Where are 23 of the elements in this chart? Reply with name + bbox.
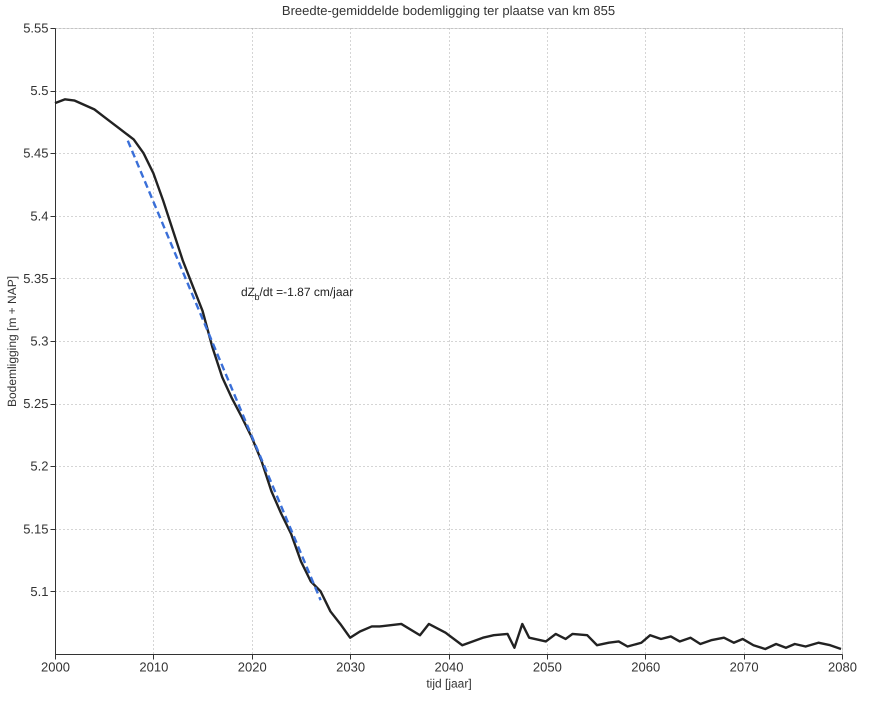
y-tick-label: 5.15 xyxy=(23,521,48,536)
y-tick-label: 5.55 xyxy=(23,20,48,36)
y-tick-label: 5.25 xyxy=(23,396,48,412)
x-tick-label: 2030 xyxy=(336,660,366,674)
x-tick-label: 2010 xyxy=(139,660,168,674)
y-tick-label: 5.3 xyxy=(30,334,48,348)
y-tick-label: 5.45 xyxy=(23,146,48,161)
x-tick-label: 2080 xyxy=(828,660,857,674)
chart-title: Breedte-gemiddelde bodemligging ter plaatse van km 855 xyxy=(282,3,616,18)
x-tick-label: 2050 xyxy=(532,660,562,674)
x-tick-label: 2070 xyxy=(730,660,759,674)
x-tick-label: 2020 xyxy=(238,660,267,674)
y-tick-label: 5.2 xyxy=(30,458,48,474)
y-tick-label: 5.35 xyxy=(23,270,48,286)
y-tick-label: 5.5 xyxy=(30,83,48,98)
y-tick-label: 5.4 xyxy=(30,208,48,224)
y-axis-title: Bodemligging [m + NAP] xyxy=(5,276,20,408)
x-tick-label: 2000 xyxy=(41,660,70,674)
x-axis-title: tijd [jaar] xyxy=(426,676,472,690)
x-tick-label: 2060 xyxy=(631,660,660,674)
line-series xyxy=(54,98,842,650)
x-tick-label: 2040 xyxy=(434,660,464,674)
y-tick-label: 5.1 xyxy=(30,584,48,599)
